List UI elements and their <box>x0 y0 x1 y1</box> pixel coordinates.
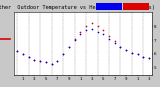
Point <box>73 39 76 41</box>
Point <box>142 56 145 57</box>
Point <box>148 57 150 59</box>
Point <box>73 38 76 39</box>
Point <box>119 46 122 48</box>
Text: Milwaukee Weather  Outdoor Temperature vs Heat Index (24 Hours): Milwaukee Weather Outdoor Temperature vs… <box>0 5 154 10</box>
Point <box>131 52 133 53</box>
Point <box>91 23 93 24</box>
Point <box>85 25 87 27</box>
Point <box>136 53 139 55</box>
Point <box>131 52 133 53</box>
Point <box>113 41 116 42</box>
Point <box>79 34 82 35</box>
Point <box>22 53 24 55</box>
Point <box>108 38 110 39</box>
Point <box>45 62 47 63</box>
Point <box>96 25 99 27</box>
Point <box>45 62 47 63</box>
Point <box>39 60 41 62</box>
Point <box>68 46 70 48</box>
Point <box>28 56 30 57</box>
Point <box>62 53 64 55</box>
Point <box>102 34 104 35</box>
Point <box>22 53 24 55</box>
Point <box>33 59 36 60</box>
Point <box>85 30 87 31</box>
Point <box>28 56 30 57</box>
Point <box>125 49 128 50</box>
Point <box>50 63 53 64</box>
Point <box>39 60 41 62</box>
Point <box>125 49 128 50</box>
Point <box>50 63 53 64</box>
Point <box>102 30 104 31</box>
Point <box>56 60 59 62</box>
Point <box>62 53 64 55</box>
Point <box>33 59 36 60</box>
Point <box>108 35 110 37</box>
Point <box>136 53 139 55</box>
Point <box>16 50 19 52</box>
Point <box>56 60 59 62</box>
Point <box>113 42 116 44</box>
Point <box>16 50 19 52</box>
Point <box>148 57 150 59</box>
Point <box>79 31 82 32</box>
Point <box>142 56 145 57</box>
Point <box>68 46 70 48</box>
Point <box>119 46 122 48</box>
Point <box>96 31 99 32</box>
Point <box>91 28 93 30</box>
